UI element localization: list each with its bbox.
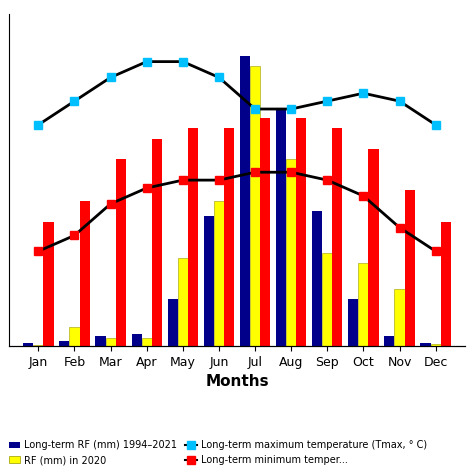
Bar — [33, 345, 44, 346]
Bar — [286, 159, 296, 346]
Bar — [44, 222, 54, 346]
Bar — [240, 56, 250, 346]
Bar — [260, 118, 270, 346]
Bar — [168, 300, 178, 346]
X-axis label: Months: Months — [205, 374, 269, 389]
Bar — [132, 334, 142, 346]
Bar — [95, 336, 106, 346]
Bar — [405, 191, 415, 346]
Bar — [59, 341, 69, 346]
Bar — [441, 222, 451, 346]
Legend: Long-term RF (mm) 1994–2021, RF (mm) in 2020, Long-term maximum temperature (Tma: Long-term RF (mm) 1994–2021, RF (mm) in … — [5, 437, 431, 469]
Bar — [420, 343, 430, 346]
Bar — [80, 201, 90, 346]
Bar — [69, 328, 80, 346]
Bar — [250, 66, 260, 346]
Bar — [23, 343, 33, 346]
Bar — [178, 258, 188, 346]
Bar — [312, 211, 322, 346]
Bar — [116, 159, 126, 346]
Bar — [348, 300, 358, 346]
Bar — [358, 263, 368, 346]
Bar — [224, 128, 234, 346]
Bar — [142, 337, 152, 346]
Bar — [394, 289, 405, 346]
Bar — [152, 138, 162, 346]
Bar — [430, 344, 441, 346]
Bar — [322, 253, 332, 346]
Bar — [384, 336, 394, 346]
Bar — [214, 201, 224, 346]
Bar — [332, 128, 342, 346]
Bar — [276, 108, 286, 346]
Bar — [188, 128, 198, 346]
Bar — [296, 118, 306, 346]
Bar — [204, 217, 214, 346]
Bar — [106, 337, 116, 346]
Bar — [368, 149, 379, 346]
